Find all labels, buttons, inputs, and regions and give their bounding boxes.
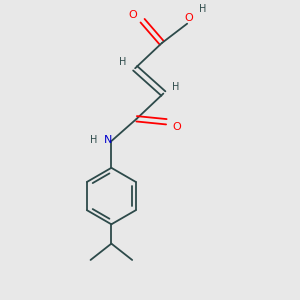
Text: H: H xyxy=(199,4,206,14)
Text: O: O xyxy=(184,13,193,23)
Text: H: H xyxy=(90,135,97,145)
Text: H: H xyxy=(172,82,179,92)
Text: N: N xyxy=(104,135,112,145)
Text: O: O xyxy=(172,122,181,132)
Text: H: H xyxy=(119,57,126,67)
Text: O: O xyxy=(129,11,137,20)
